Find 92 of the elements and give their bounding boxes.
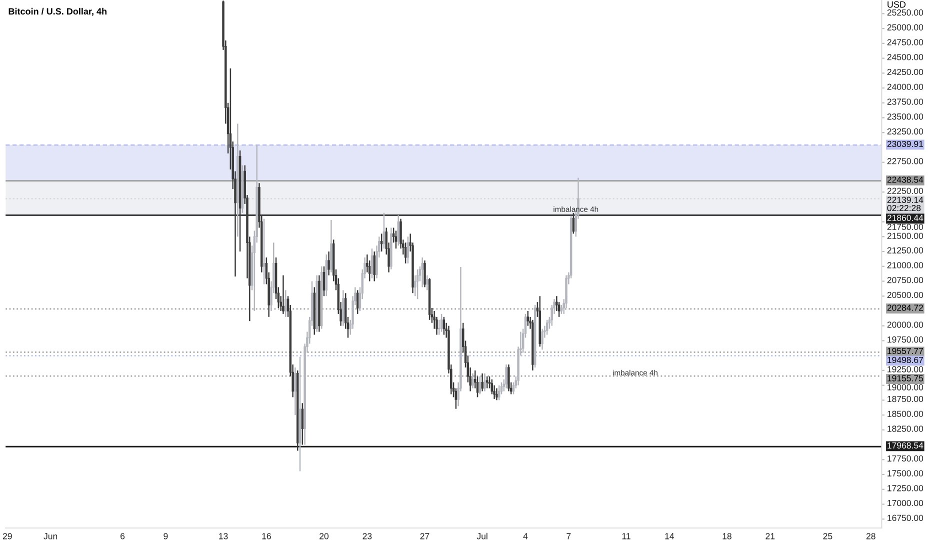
x-tick-label: 6 xyxy=(120,533,125,540)
y-tick-label: 23250.00 xyxy=(887,128,924,135)
ref-line-label: 22139.14 02:22:28 xyxy=(887,196,924,212)
y-axis-title: USD xyxy=(888,1,906,8)
y-tick-label: 21000.00 xyxy=(887,262,924,268)
x-tick-label: 23 xyxy=(362,533,372,540)
candlestick xyxy=(508,364,510,392)
text: Bitcoin / U.S. Dollar, 4h xyxy=(8,8,106,16)
ref-line-label: 23039.91 xyxy=(887,140,923,148)
candlestick xyxy=(546,319,548,336)
ref-line-label: 21860.44 xyxy=(887,214,924,221)
candlestick xyxy=(421,256,424,288)
y-tick-label: 24500.00 xyxy=(887,54,924,60)
y-tick-label: 18250.00 xyxy=(888,426,924,432)
ref-line-label: 19498.67 xyxy=(888,356,923,364)
y-tick-label: 18500.00 xyxy=(888,410,924,417)
candlestick xyxy=(380,233,383,252)
x-tick-label: 13 xyxy=(219,533,228,540)
candlestick xyxy=(472,372,474,389)
candlestick xyxy=(322,266,326,297)
candlestick xyxy=(370,248,374,279)
y-tick-label: 19750.00 xyxy=(888,336,924,343)
candlestick xyxy=(496,388,498,401)
candlestick xyxy=(426,274,428,291)
x-tick-label: 28 xyxy=(866,533,876,540)
y-tick-label: 17750.00 xyxy=(888,455,924,462)
y-tick-label: 22750.00 xyxy=(887,158,924,164)
y-tick-label: 17000.00 xyxy=(888,500,924,506)
candlestick xyxy=(394,230,398,250)
candlestick xyxy=(478,376,482,395)
x-tick-label: 27 xyxy=(420,533,430,540)
x-tick-label: 9 xyxy=(164,533,168,540)
y-tick-label: 17500.00 xyxy=(888,470,924,476)
candlestick xyxy=(505,364,508,389)
ref-line-label: 22438.54 xyxy=(887,176,924,183)
y-tick-label: 24250.00 xyxy=(887,68,924,76)
candlestick xyxy=(526,310,530,326)
y-tick-label: 20750.00 xyxy=(887,276,924,284)
y-tick-label: 25250.00 xyxy=(887,9,924,16)
y-tick-label: 21250.00 xyxy=(887,247,924,254)
candlestick xyxy=(294,366,296,416)
ref-line-label: 19155.75 xyxy=(888,375,924,382)
candlestick xyxy=(440,313,443,332)
ref-line-label: 17968.54 xyxy=(888,442,924,449)
x-tick-label: 7 xyxy=(566,533,571,540)
y-tick-label: 19250.00 xyxy=(888,366,924,372)
candlestick xyxy=(404,242,407,264)
ref-line-label: 19557.77 xyxy=(888,348,923,354)
candlestick xyxy=(406,236,410,264)
candlestick xyxy=(301,402,304,446)
candlestick xyxy=(481,372,484,392)
y-tick-label: 16750.00 xyxy=(888,514,924,522)
y-tick-label: 23750.00 xyxy=(887,98,924,105)
y-tick-label: 23500.00 xyxy=(887,113,924,120)
x-tick-label: 25 xyxy=(823,533,832,540)
y-tick-label: 21750.00 xyxy=(887,224,924,230)
candlestick xyxy=(541,328,544,350)
y-tick-label: 20000.00 xyxy=(887,322,924,328)
x-tick-label: 11 xyxy=(622,533,630,540)
candlestick xyxy=(416,268,419,300)
y-tick-label: 22250.00 xyxy=(887,188,924,194)
candlestick xyxy=(373,250,376,282)
x-tick-label: 4 xyxy=(523,533,528,540)
candlestick xyxy=(282,274,284,315)
candlestick xyxy=(342,290,344,326)
x-tick-label: 29 xyxy=(2,533,12,540)
y-tick-label: 24000.00 xyxy=(887,84,924,90)
candlestick xyxy=(397,214,400,246)
x-tick-label: 16 xyxy=(262,533,271,540)
y-tick-label: 24750.00 xyxy=(887,39,924,46)
x-tick-label: 18 xyxy=(722,533,732,540)
x-tick-label: 21 xyxy=(766,533,775,540)
candlestick xyxy=(490,378,494,395)
y-tick-label: 19000.00 xyxy=(888,384,924,390)
x-tick-label: Jul xyxy=(476,532,488,540)
ref-line-label: 20284.72 xyxy=(887,304,923,311)
y-tick-label: 21500.00 xyxy=(887,232,924,239)
y-tick-label: 20500.00 xyxy=(887,292,924,298)
y-tick-label: 18750.00 xyxy=(888,396,924,402)
candlestick xyxy=(498,384,500,401)
candlestick xyxy=(328,250,330,276)
x-tick-label: 20 xyxy=(320,533,329,540)
candlestick xyxy=(424,260,426,288)
y-tick-label: 25000.00 xyxy=(887,24,924,30)
candlestick xyxy=(486,376,488,389)
candlestick xyxy=(262,218,266,285)
x-tick-label: Jun xyxy=(44,533,58,540)
y-tick-label: 17250.00 xyxy=(888,485,924,492)
candlestick xyxy=(284,290,287,318)
candlestick xyxy=(484,372,486,392)
candlestick xyxy=(356,290,359,315)
x-tick-label: 14 xyxy=(665,533,674,540)
